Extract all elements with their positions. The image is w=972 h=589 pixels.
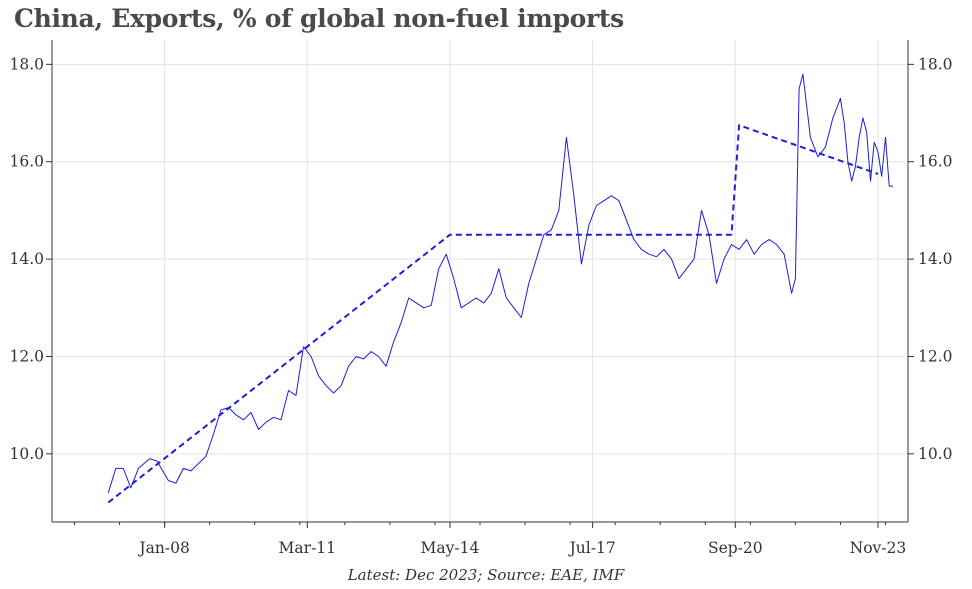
x-tick-label: Jan-08 [137, 539, 189, 557]
x-tick-label: Jul-17 [568, 539, 616, 557]
axes [51, 40, 909, 523]
grid-lines [52, 40, 908, 522]
y-tick-label-left: 14.0 [9, 250, 44, 268]
y-tick-label-right: 12.0 [918, 347, 953, 365]
series-lines [107, 73, 893, 504]
chart-footnote: Latest: Dec 2023; Source: EAE, IMF [347, 566, 625, 584]
y-tick-label-left: 16.0 [9, 153, 44, 171]
x-tick-label: Sep-20 [708, 539, 763, 557]
x-tick-label: Nov-23 [850, 539, 907, 557]
tick-marks [46, 63, 914, 528]
trend-line-dashed [107, 124, 879, 504]
tick-labels: 10.0 10.0 12.0 12.0 14.0 14.0 16.0 16.0 18.0 18.0… [9, 55, 952, 557]
chart-title: China, Exports, % of global non-fuel imp… [14, 4, 624, 33]
y-tick-label-right: 16.0 [918, 153, 953, 171]
y-tick-label-left: 18.0 [9, 55, 44, 73]
y-tick-label-left: 10.0 [9, 445, 44, 463]
x-tick-label: May-14 [421, 539, 480, 557]
y-tick-label-left: 12.0 [9, 347, 44, 365]
series-line-exports-share [107, 73, 893, 493]
y-tick-label-right: 18.0 [918, 55, 953, 73]
y-tick-label-right: 14.0 [918, 250, 953, 268]
x-tick-label: Mar-11 [279, 539, 336, 557]
y-tick-label-right: 10.0 [918, 445, 953, 463]
